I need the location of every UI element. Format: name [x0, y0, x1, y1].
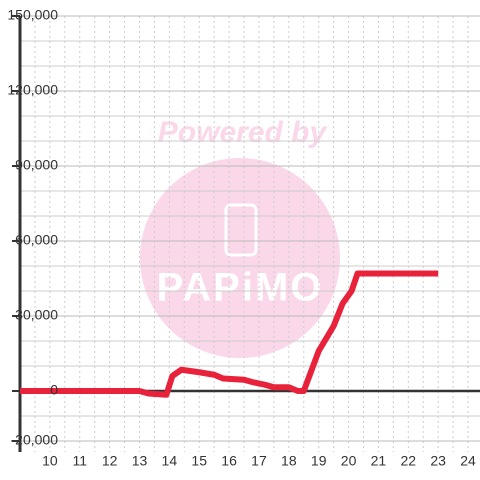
x-tick-label: 10 — [42, 453, 58, 469]
x-tick-label: 14 — [162, 453, 178, 469]
x-tick-label: 17 — [251, 453, 267, 469]
watermark-logo: PAPiMO — [157, 266, 324, 310]
y-tick-label: 0 — [50, 382, 58, 398]
plot — [20, 270, 439, 398]
x-tick-label: 19 — [311, 453, 327, 469]
x-tick-label: 11 — [72, 453, 87, 469]
x-tick-label: 20 — [341, 453, 357, 469]
watermark-phone — [224, 203, 258, 257]
watermark: Powered by PAPiMO — [140, 116, 340, 358]
x-tick-label: 18 — [281, 453, 297, 469]
x-tick-label: 12 — [102, 453, 118, 469]
x-tick-label: 23 — [430, 453, 446, 469]
x-tick-label: 21 — [371, 453, 387, 469]
x-tick-label: 22 — [401, 453, 417, 469]
y-tick-label: 90,000 — [15, 157, 58, 173]
y-tick-label: 150,000 — [7, 7, 58, 23]
line — [20, 270, 439, 398]
grid — [12, 15, 480, 452]
x-tick-label: 15 — [191, 453, 207, 469]
watermark-text: Powered by — [158, 116, 328, 149]
x-tick-label: 13 — [132, 453, 148, 469]
y-tick-label: -20,000 — [11, 432, 59, 448]
x-tick-label: 16 — [221, 453, 237, 469]
watermark-circle — [140, 158, 340, 358]
y-tick-label: 60,000 — [15, 232, 58, 248]
y-tick-label: 120,000 — [7, 82, 58, 98]
x-tick-label: 24 — [460, 453, 476, 469]
y-tick-label: 30,000 — [15, 307, 58, 323]
